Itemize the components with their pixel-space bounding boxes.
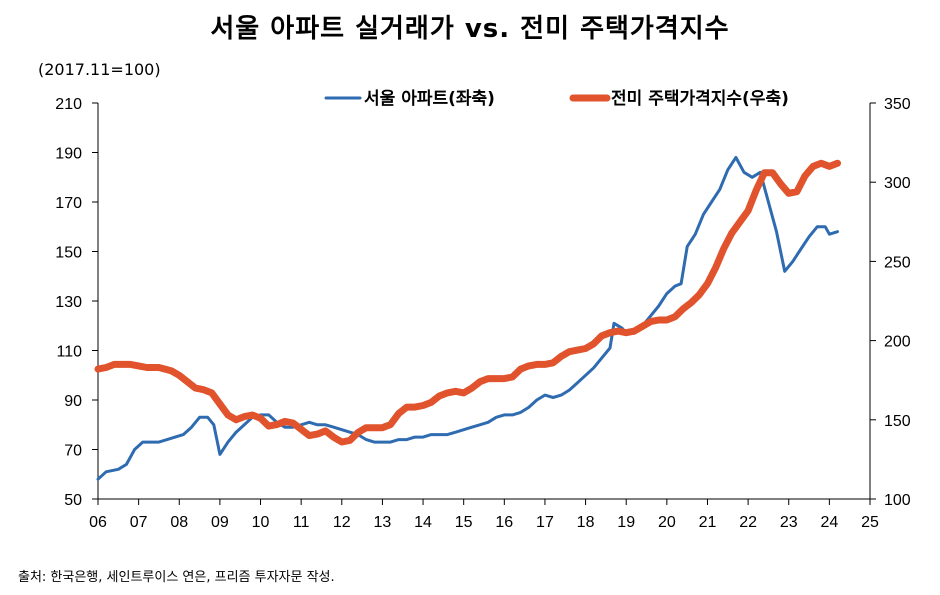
series-line-us-home-price-index	[94, 159, 841, 446]
right-tick-label: 350	[884, 96, 911, 113]
x-tick-label: 23	[780, 514, 798, 531]
x-tick-label: 06	[89, 514, 107, 531]
unit-note: (2017.11=100)	[38, 60, 161, 79]
left-tick-label: 70	[64, 443, 82, 460]
x-tick-label: 08	[170, 514, 188, 531]
x-tick-label: 18	[577, 514, 595, 531]
x-tick-label: 12	[333, 514, 351, 531]
right-tick-label: 100	[884, 492, 911, 509]
chart-series	[94, 155, 841, 481]
chart-axes: 50 70 90 110 130 150 170 190 210 100 150 200 250 300 3…	[55, 96, 911, 531]
x-tick-label: 09	[211, 514, 229, 531]
legend-label: 서울 아파트(좌축)	[364, 89, 495, 109]
right-tick-label: 250	[884, 254, 911, 271]
x-tick-label: 20	[658, 514, 676, 531]
x-tick-label: 13	[374, 514, 392, 531]
left-tick-label: 130	[55, 294, 82, 311]
right-tick-label: 300	[884, 175, 911, 192]
chart-legend: 서울 아파트(좌축) 전미 주택가격지수(우축)	[324, 89, 789, 109]
chart-title: 서울 아파트 실거래가 vs. 전미 주택가격지수	[210, 14, 730, 44]
x-tick-label: 15	[455, 514, 473, 531]
left-tick-label: 170	[55, 195, 82, 212]
left-tick-label: 150	[55, 245, 82, 262]
right-tick-label: 200	[884, 334, 911, 351]
x-tick-label: 24	[820, 514, 838, 531]
source-note: 출처: 한국은행, 세인트루이스 연은, 프리즘 투자자문 작성.	[18, 570, 335, 585]
x-tick-label: 19	[617, 514, 635, 531]
x-tick-label: 22	[739, 514, 757, 531]
x-tick-label: 07	[130, 514, 148, 531]
right-tick-label: 150	[884, 413, 911, 430]
left-tick-label: 50	[64, 492, 82, 509]
left-tick-label: 190	[55, 146, 82, 163]
x-tick-label: 16	[495, 514, 513, 531]
left-tick-label: 210	[55, 96, 82, 113]
x-tick-label: 11	[293, 514, 310, 531]
x-tick-label: 25	[861, 514, 879, 531]
x-tick-label: 17	[536, 514, 554, 531]
x-tick-label: 14	[414, 514, 432, 531]
series-line-seoul-apartment	[96, 155, 839, 481]
legend-label: 전미 주택가격지수(우축)	[611, 89, 789, 109]
x-tick-label: 10	[252, 514, 270, 531]
left-tick-label: 110	[56, 344, 82, 361]
x-tick-label: 21	[699, 514, 717, 531]
left-tick-label: 90	[64, 393, 82, 410]
